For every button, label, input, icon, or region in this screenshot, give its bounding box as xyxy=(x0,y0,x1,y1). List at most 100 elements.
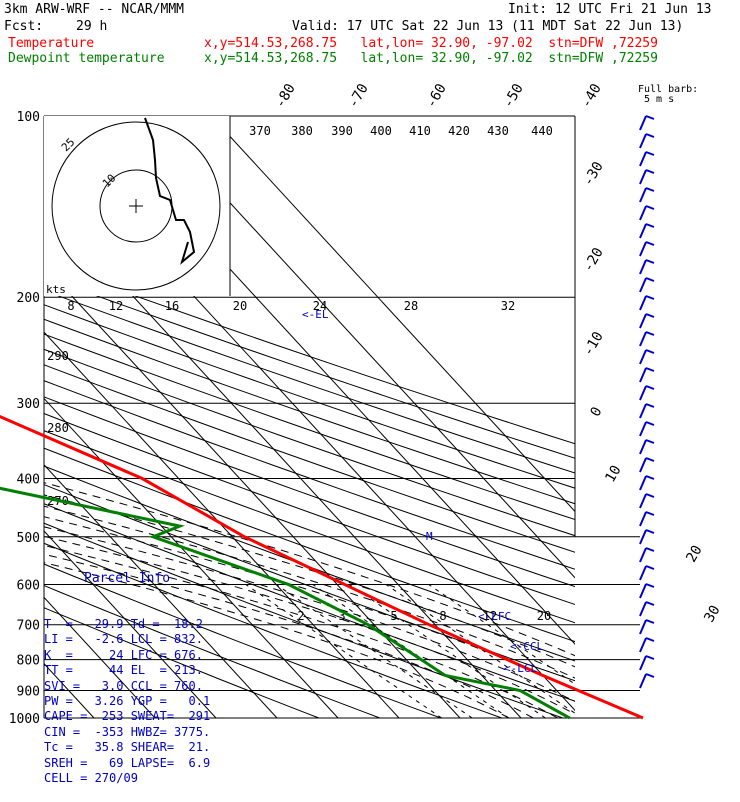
isotherm-label: -20 xyxy=(580,245,607,275)
mixing-ratio-label: 20 xyxy=(537,609,551,623)
dewpoint-legend: Dewpoint temperature xyxy=(8,51,165,66)
wind-barb xyxy=(639,151,647,167)
theta-label: 290 xyxy=(47,349,69,363)
parcel-info-row: T = 29.9 Td = 18.2 xyxy=(44,617,203,632)
wind-barb-flag xyxy=(645,241,655,246)
isotherm-label: 10 xyxy=(602,463,624,486)
moist-adiabat xyxy=(44,553,534,718)
dry-adiabat xyxy=(44,348,575,537)
isotherm-label: -80 xyxy=(272,81,299,111)
wind-barb xyxy=(639,295,647,311)
dewpoint-trace xyxy=(0,486,571,720)
pressure-label: 100 xyxy=(17,110,40,125)
theta-label: 440 xyxy=(531,124,553,138)
mixing-ratio-line xyxy=(385,584,575,714)
mixing-ratio-label: 5 xyxy=(390,609,397,623)
wind-barb-flag xyxy=(645,151,655,156)
wind-barb xyxy=(639,565,647,581)
wind-barb-flag xyxy=(645,115,655,120)
dry-adiabat xyxy=(44,484,575,682)
wind-barb-flag xyxy=(645,601,655,606)
theta-label: 280 xyxy=(47,421,69,435)
parcel-info-row: K = 24 LFC = 676. xyxy=(44,647,203,662)
full-barb-label: Full barb: xyxy=(638,84,699,95)
wind-barb xyxy=(639,169,647,185)
isotherm-label: 20 xyxy=(683,543,705,566)
wind-barb xyxy=(639,331,647,347)
wind-barb xyxy=(639,511,647,527)
mixing-ratio-line xyxy=(349,584,546,718)
wind-barb-flag xyxy=(645,493,655,498)
wind-barb-flag xyxy=(645,313,655,318)
wind-barb xyxy=(639,583,647,599)
theta-label: 390 xyxy=(331,124,353,138)
isotherm xyxy=(44,265,461,718)
wind-barb xyxy=(639,385,647,401)
wind-barb-flag xyxy=(645,187,655,192)
wind-barb-flag xyxy=(645,205,655,210)
wind-barb xyxy=(639,493,647,509)
wind-barb xyxy=(639,115,647,131)
dry-adiabat xyxy=(44,563,441,718)
mixing-ratio-line xyxy=(428,584,575,685)
isotherm-label: -40 xyxy=(578,81,605,111)
moist-adiabat xyxy=(44,544,558,718)
isotherm-label: -10 xyxy=(580,329,607,359)
hodograph-axis-label: 16 xyxy=(165,299,179,313)
wind-barb-flag xyxy=(645,169,655,174)
wind-barb xyxy=(639,277,647,293)
dry-adiabat xyxy=(44,396,575,588)
theta-label: 430 xyxy=(487,124,509,138)
parcel-info-row: CAPE = 253 SWEAT= 291 xyxy=(44,709,211,724)
wind-barb xyxy=(639,547,647,563)
isotherm-label: 0 xyxy=(587,404,605,419)
wind-barb xyxy=(639,619,647,635)
skewt-diagram: 25 10 kts 100200300400500600700800900100… xyxy=(0,81,724,727)
pressure-label: 400 xyxy=(17,472,40,487)
forecast-label: Fcst: xyxy=(4,19,44,34)
hodograph-axis-label: 8 xyxy=(67,299,74,313)
wind-barb-flag xyxy=(645,439,655,444)
wind-barb xyxy=(639,259,647,275)
theta-label: 410 xyxy=(409,124,431,138)
isotherm xyxy=(44,397,339,718)
pressure-label: 200 xyxy=(17,291,40,306)
hodograph-axis-label: 20 xyxy=(233,299,247,313)
dry-adiabat xyxy=(44,542,502,718)
mixing-ratio-line xyxy=(245,584,442,718)
dry-adiabat xyxy=(44,447,575,643)
isotherm-label: -70 xyxy=(345,81,372,111)
wind-barb xyxy=(639,529,647,545)
wind-barb-flag xyxy=(645,673,655,678)
hodograph-trace xyxy=(144,117,196,265)
isotherm xyxy=(44,464,278,718)
wind-barb-flag xyxy=(645,637,655,642)
parcel-info-row: CIN = -353 HWBZ= 3775. xyxy=(44,724,211,739)
isotherm-label: 30 xyxy=(701,603,723,626)
valid-time: Valid: 17 UTC Sat 22 Jun 13 (11 MDT Sat … xyxy=(292,19,684,34)
forecast-hour: 29 h xyxy=(76,19,108,34)
wind-barb xyxy=(639,475,647,491)
wind-barb-flag xyxy=(645,385,655,390)
wind-barb xyxy=(639,601,647,617)
parcel-level-annotation: <-LCL xyxy=(504,662,537,675)
parcel-info-row: CELL = 270/09 xyxy=(44,771,138,786)
theta-label: 370 xyxy=(249,124,271,138)
parcel-info-row: Tc = 35.8 SHEAR= 21. xyxy=(44,740,211,755)
wind-barb-flag xyxy=(645,259,655,264)
pressure-label: 500 xyxy=(17,531,40,546)
model-title: 3km ARW-WRF -- NCAR/MMM xyxy=(4,2,185,17)
wind-barb xyxy=(639,349,647,365)
temperature-legend: Temperature xyxy=(8,36,95,51)
init-time: Init: 12 UTC Fri 21 Jun 13 xyxy=(508,2,712,17)
wind-barb-flag xyxy=(645,331,655,336)
hodograph-axis-label: 28 xyxy=(404,299,418,313)
hodograph-axis-label: 12 xyxy=(109,299,123,313)
wind-barb-flag xyxy=(645,655,655,660)
isotherm xyxy=(44,596,156,718)
wind-barb xyxy=(639,241,647,257)
parcel-level-annotation: <-CCL xyxy=(510,640,543,653)
hodograph: 25 10 kts xyxy=(44,116,231,296)
mixing-ratio-label: 12 xyxy=(483,609,497,623)
hodograph-units: kts xyxy=(46,283,66,296)
